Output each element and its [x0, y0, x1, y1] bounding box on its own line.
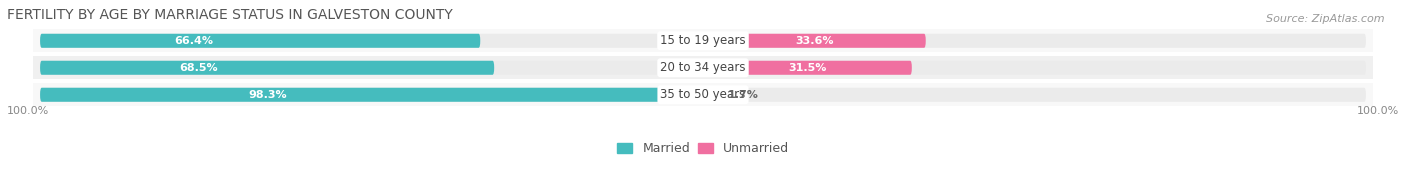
FancyBboxPatch shape — [41, 88, 692, 102]
Bar — [34, 29, 1372, 52]
Text: 1.7%: 1.7% — [727, 90, 758, 100]
FancyBboxPatch shape — [41, 61, 494, 75]
FancyBboxPatch shape — [703, 34, 925, 48]
Text: 98.3%: 98.3% — [249, 90, 287, 100]
Text: 15 to 19 years: 15 to 19 years — [661, 34, 745, 47]
FancyBboxPatch shape — [41, 61, 1365, 75]
Text: 100.0%: 100.0% — [1357, 106, 1399, 116]
FancyBboxPatch shape — [41, 34, 481, 48]
Text: 100.0%: 100.0% — [7, 106, 49, 116]
Text: 35 to 50 years: 35 to 50 years — [661, 88, 745, 101]
Text: 66.4%: 66.4% — [174, 36, 214, 46]
Text: Source: ZipAtlas.com: Source: ZipAtlas.com — [1267, 14, 1385, 24]
FancyBboxPatch shape — [41, 88, 1365, 102]
FancyBboxPatch shape — [41, 34, 1365, 48]
Bar — [34, 56, 1372, 79]
Text: 20 to 34 years: 20 to 34 years — [661, 61, 745, 74]
Text: 33.6%: 33.6% — [796, 36, 834, 46]
Legend: Married, Unmarried: Married, Unmarried — [617, 142, 789, 155]
Text: FERTILITY BY AGE BY MARRIAGE STATUS IN GALVESTON COUNTY: FERTILITY BY AGE BY MARRIAGE STATUS IN G… — [7, 8, 453, 22]
Bar — [34, 83, 1372, 106]
FancyBboxPatch shape — [703, 61, 912, 75]
FancyBboxPatch shape — [703, 88, 714, 102]
Text: 68.5%: 68.5% — [180, 63, 218, 73]
Text: 31.5%: 31.5% — [789, 63, 827, 73]
